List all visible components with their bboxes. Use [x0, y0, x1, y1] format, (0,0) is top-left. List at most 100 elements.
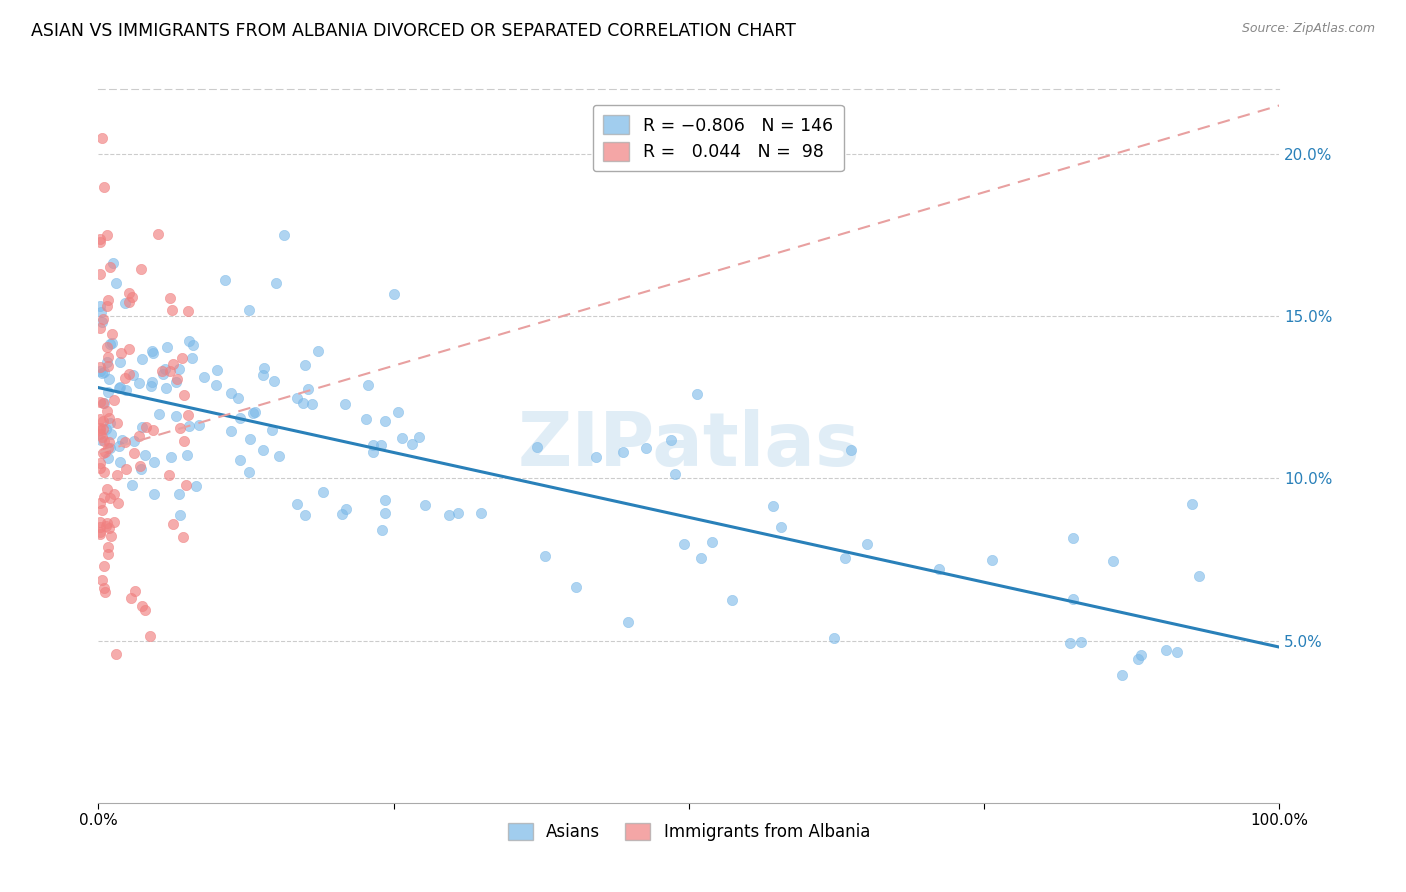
- Point: [118, 295, 141, 310]
- Point: [307, 343, 329, 358]
- Point: [89, 456, 111, 470]
- Point: [294, 359, 316, 373]
- Point: [585, 450, 607, 465]
- Point: [103, 393, 125, 408]
- Point: [122, 446, 145, 460]
- Point: [165, 375, 187, 389]
- Point: [408, 430, 430, 444]
- Point: [101, 256, 124, 270]
- Point: [89, 496, 111, 510]
- Point: [93, 434, 115, 449]
- Point: [124, 434, 146, 449]
- Point: [143, 455, 166, 469]
- Point: [97, 359, 120, 374]
- Point: [135, 419, 157, 434]
- Point: [115, 461, 138, 475]
- Point: [141, 344, 163, 359]
- Point: [664, 467, 686, 482]
- Point: [94, 445, 117, 459]
- Point: [173, 388, 195, 402]
- Point: [89, 412, 111, 426]
- Point: [91, 367, 114, 381]
- Point: [253, 360, 276, 375]
- Point: [90, 433, 112, 447]
- Point: [118, 368, 141, 382]
- Point: [169, 508, 191, 522]
- Point: [89, 526, 111, 541]
- Point: [292, 395, 315, 409]
- Point: [146, 227, 169, 242]
- Point: [1102, 554, 1125, 568]
- Point: [93, 365, 115, 379]
- Point: [96, 299, 118, 313]
- Point: [285, 392, 308, 406]
- Point: [89, 515, 111, 529]
- Point: [97, 541, 120, 555]
- Point: [90, 573, 112, 587]
- Point: [391, 431, 413, 445]
- Point: [252, 442, 274, 457]
- Point: [97, 547, 120, 561]
- Point: [330, 507, 353, 521]
- Point: [470, 506, 492, 520]
- Point: [156, 340, 179, 354]
- Point: [105, 647, 128, 661]
- Point: [91, 446, 114, 460]
- Point: [89, 525, 111, 540]
- Point: [661, 433, 683, 447]
- Point: [287, 497, 309, 511]
- Point: [370, 438, 392, 452]
- Point: [1188, 568, 1211, 582]
- Point: [89, 427, 111, 442]
- Point: [100, 529, 122, 543]
- Point: [152, 367, 174, 381]
- Point: [188, 418, 211, 433]
- Point: [98, 435, 121, 450]
- Point: [142, 486, 165, 500]
- Point: [612, 445, 634, 459]
- Point: [686, 387, 709, 401]
- Point: [134, 603, 156, 617]
- Point: [193, 369, 215, 384]
- Point: [169, 421, 191, 435]
- Point: [1059, 636, 1081, 650]
- Point: [928, 561, 950, 575]
- Point: [180, 351, 202, 365]
- Point: [115, 383, 138, 397]
- Point: [437, 508, 460, 522]
- Point: [131, 599, 153, 614]
- Point: [114, 435, 136, 450]
- Point: [177, 408, 200, 422]
- Point: [1156, 643, 1178, 657]
- Point: [90, 430, 112, 444]
- Point: [100, 337, 122, 351]
- Point: [335, 501, 357, 516]
- Point: [297, 382, 319, 396]
- Point: [160, 303, 183, 318]
- Point: [93, 179, 115, 194]
- Point: [238, 302, 260, 317]
- Point: [96, 482, 118, 496]
- Point: [108, 379, 131, 393]
- Point: [264, 276, 287, 290]
- Point: [142, 423, 165, 437]
- Point: [129, 262, 152, 277]
- Point: [91, 502, 114, 516]
- Point: [834, 551, 856, 566]
- Text: ASIAN VS IMMIGRANTS FROM ALBANIA DIVORCED OR SEPARATED CORRELATION CHART: ASIAN VS IMMIGRANTS FROM ALBANIA DIVORCE…: [31, 22, 796, 40]
- Point: [91, 315, 114, 329]
- Point: [371, 524, 394, 538]
- Point: [129, 462, 152, 476]
- Point: [89, 460, 111, 475]
- Point: [1180, 497, 1202, 511]
- Point: [1062, 592, 1084, 607]
- Point: [839, 442, 862, 457]
- Point: [387, 405, 409, 419]
- Point: [121, 478, 143, 492]
- Point: [823, 631, 845, 645]
- Point: [160, 450, 183, 464]
- Point: [98, 372, 121, 386]
- Point: [98, 491, 121, 506]
- Point: [242, 406, 264, 420]
- Point: [128, 376, 150, 390]
